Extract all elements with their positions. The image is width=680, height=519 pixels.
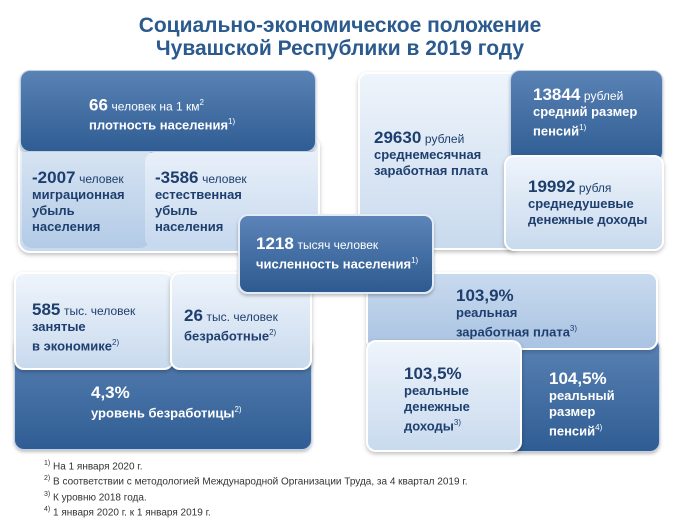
real-income-card: 103,5% реальные денежные доходы3)	[366, 340, 522, 452]
real-income-label-1: реальные	[404, 383, 469, 398]
income-card: 19992 рубля среднедушевые денежные доход…	[504, 155, 664, 251]
unemployed-value: 26	[184, 306, 203, 325]
employed-unit: тыс. человек	[64, 304, 136, 318]
pension-note: 1)	[579, 123, 587, 132]
real-pension-card: 104,5% реальный размер пенсий4)	[508, 338, 660, 452]
real-income-label-3: доходы	[404, 418, 454, 434]
footnote-3: 3) К уровню 2018 года.	[44, 490, 147, 503]
population-card: 1218 тысяч человек численность населения…	[238, 214, 434, 294]
density-unit: человек на 1 км	[111, 99, 200, 114]
salary-label-2: заработная плата	[374, 163, 488, 178]
salary-value: 29630	[374, 128, 422, 147]
pension-card: 13844 рублей средний размер пенсий1)	[510, 70, 663, 162]
density-value: 66	[89, 95, 108, 115]
pension-unit: рублей	[583, 89, 624, 103]
population-value: 1218	[256, 234, 294, 253]
employed-card: 585 тыс. человек занятые в экономике2)	[14, 272, 174, 370]
page-title: Социально-экономическое положение Чувашс…	[0, 14, 680, 60]
unemployed-label: безработные	[184, 328, 270, 344]
density-unit-sup: 2	[199, 98, 204, 107]
real-pension-value: 104,5%	[549, 369, 607, 388]
real-wage-value: 103,9%	[456, 286, 514, 305]
real-pension-label-3: пенсий	[549, 423, 596, 439]
salary-unit: рублей	[424, 132, 465, 146]
real-wage-label-1: реальная	[456, 305, 518, 320]
footnote-1: 1) На 1 января 2020 г.	[44, 460, 143, 473]
population-unit: тысяч человек	[297, 238, 379, 252]
real-pension-label-2: размер	[549, 404, 596, 419]
density-label: плотность населения	[89, 117, 229, 133]
employed-label-2: в экономике	[32, 338, 113, 354]
income-label-1: среднедушевые	[528, 196, 634, 211]
pension-label-2: пенсий	[533, 123, 580, 139]
real-wage-label-2: заработная плата	[456, 324, 570, 340]
pension-label-1: средний размер	[533, 104, 638, 119]
title-line-2: Чувашской Республики в 2019 году	[155, 37, 525, 60]
migration-label-3: населения	[32, 219, 101, 234]
population-note: 1)	[411, 256, 419, 265]
density-note: 1)	[228, 117, 236, 127]
real-pension-label-1: реальный	[549, 388, 615, 403]
migration-label-2: убыль	[32, 203, 75, 218]
pension-value: 13844	[533, 85, 581, 104]
income-value: 19992	[528, 177, 576, 196]
employed-value: 585	[32, 300, 61, 319]
population-label: численность населения	[256, 256, 412, 272]
title-line-1: Социально-экономическое положение	[138, 14, 542, 37]
natural-card: -3586 человек естественная убыль населен…	[145, 152, 317, 248]
unemp-rate-value: 4,3%	[91, 383, 130, 402]
footnote-4: 4) 1 января 2020 г. к 1 января 2019 г.	[44, 505, 211, 519]
migration-value: -2007	[32, 168, 76, 187]
unemp-rate-label: уровень безработицы	[91, 405, 235, 421]
unemp-rate-note: 2)	[234, 405, 242, 414]
natural-label-3: населения	[155, 219, 224, 234]
density-card: 66 человек на 1 км2 плотность населения1…	[20, 70, 316, 152]
footnote-2: 2) В соответствии с методологией Междуна…	[44, 475, 468, 488]
real-pension-note: 4)	[595, 423, 603, 432]
real-income-note: 3)	[453, 418, 462, 427]
unemployed-unit: тыс. человек	[206, 310, 278, 324]
real-income-value: 103,5%	[404, 364, 462, 383]
real-income-label-2: денежные	[404, 399, 470, 414]
migration-unit: человек	[79, 172, 124, 186]
employed-label-1: занятые	[32, 319, 86, 334]
real-wage-note: 3)	[569, 324, 578, 333]
salary-label-1: среднемесячная	[374, 147, 482, 162]
income-unit: рубля	[578, 181, 612, 195]
migration-label-1: миграционная	[32, 187, 125, 202]
natural-label-2: убыль	[155, 203, 198, 218]
income-label-2: денежные доходы	[528, 212, 648, 227]
natural-unit: человек	[202, 172, 247, 186]
natural-label-1: естественная	[155, 187, 242, 202]
migration-card: -2007 человек миграционная убыль населен…	[22, 152, 150, 248]
natural-value: -3586	[155, 168, 199, 187]
unemployed-note: 2)	[269, 328, 277, 337]
employed-note: 2)	[112, 338, 120, 347]
